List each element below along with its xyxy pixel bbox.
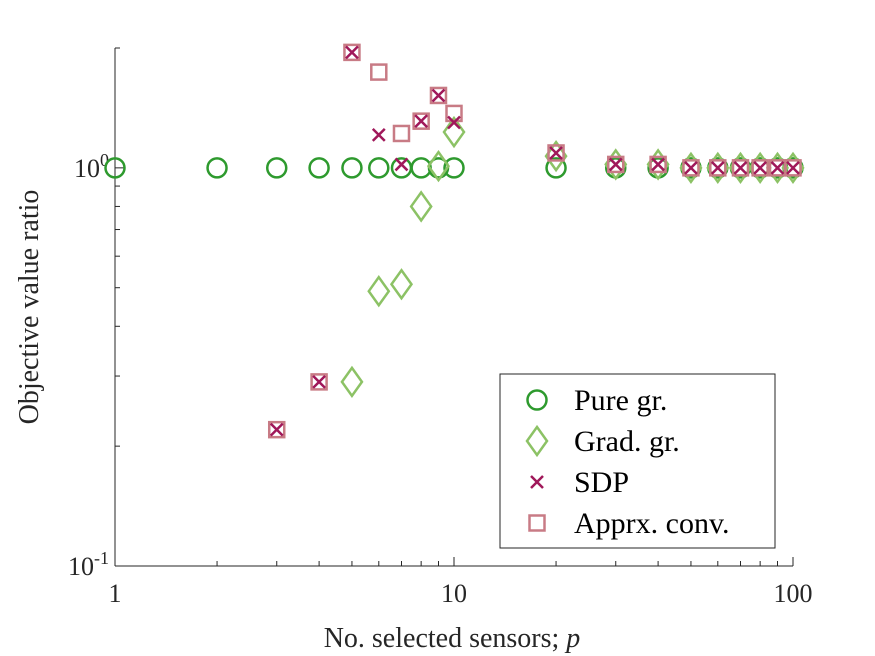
- y-tick-label: 100: [74, 150, 109, 183]
- circle-marker: [545, 157, 567, 179]
- square-marker: [649, 155, 667, 174]
- x-tick-label: 10: [441, 579, 467, 608]
- legend-diamond-icon: [525, 424, 549, 458]
- square-marker: [709, 159, 727, 177]
- circle-marker: [368, 157, 390, 179]
- data-marks: [104, 43, 805, 439]
- diamond-marker: [367, 275, 391, 308]
- diamond-marker: [426, 149, 451, 183]
- y-tick-label: 10-1: [68, 548, 109, 581]
- circle-marker: [104, 157, 126, 179]
- square-marker: [343, 43, 361, 62]
- legend-label: Apprx. conv.: [574, 507, 730, 540]
- square-marker: [731, 159, 750, 177]
- square-marker: [392, 124, 411, 143]
- x-marker: [710, 160, 725, 175]
- square-marker: [751, 159, 769, 177]
- x-tick-label: 1: [109, 579, 122, 608]
- legend-circle-icon: [526, 389, 548, 411]
- square-marker: [310, 373, 328, 391]
- square-marker: [429, 86, 448, 105]
- circle-marker: [341, 157, 363, 179]
- legend-label: Pure gr.: [574, 384, 667, 417]
- legend-square-icon: [528, 514, 546, 532]
- square-marker: [606, 155, 625, 174]
- square-marker: [412, 112, 430, 130]
- square-marker: [784, 159, 802, 177]
- diamond-marker: [340, 365, 364, 399]
- diamond-marker: [389, 268, 414, 301]
- series-square: [267, 43, 802, 439]
- legend-entry: SDP: [530, 466, 629, 499]
- legend-entry: Apprx. conv.: [528, 507, 730, 540]
- series-x: [269, 45, 800, 437]
- x-marker: [549, 146, 563, 160]
- legend-entry: Grad. gr.: [525, 424, 680, 458]
- diamond-marker: [409, 190, 433, 223]
- x-tick-label: 100: [774, 579, 813, 608]
- x-marker: [733, 160, 748, 175]
- x-marker: [312, 375, 326, 389]
- x-marker: [770, 160, 785, 175]
- x-marker: [269, 422, 284, 437]
- x-axis-variable: p: [564, 623, 580, 654]
- x-marker: [345, 45, 359, 60]
- circle-marker: [308, 157, 330, 179]
- legend-label: Grad. gr.: [574, 425, 680, 458]
- axes: 1 10 100 10-1 100: [68, 47, 813, 608]
- square-marker: [370, 63, 388, 81]
- x-marker: [447, 115, 461, 130]
- x-marker: [394, 157, 409, 172]
- legend-x-icon: [530, 475, 544, 489]
- x-marker: [786, 160, 800, 175]
- x-marker: [651, 157, 665, 172]
- circle-marker: [206, 157, 228, 179]
- circle-marker: [443, 157, 465, 179]
- x-marker: [431, 88, 446, 103]
- x-marker: [753, 160, 768, 175]
- y-axis-label: Objective value ratio: [14, 190, 45, 425]
- x-marker: [371, 128, 386, 142]
- x-marker: [414, 114, 429, 129]
- square-marker: [682, 159, 700, 177]
- legend: Pure gr. Grad. gr. SDP Apprx. conv.: [499, 373, 776, 549]
- square-marker: [267, 420, 286, 439]
- x-marker: [608, 157, 623, 172]
- legend-label: SDP: [574, 466, 629, 499]
- x-axis-label: No. selected sensors; p: [324, 623, 581, 654]
- legend-entry: Pure gr.: [526, 384, 667, 417]
- circle-marker: [265, 157, 288, 179]
- x-marker: [684, 160, 698, 175]
- square-marker: [547, 144, 565, 162]
